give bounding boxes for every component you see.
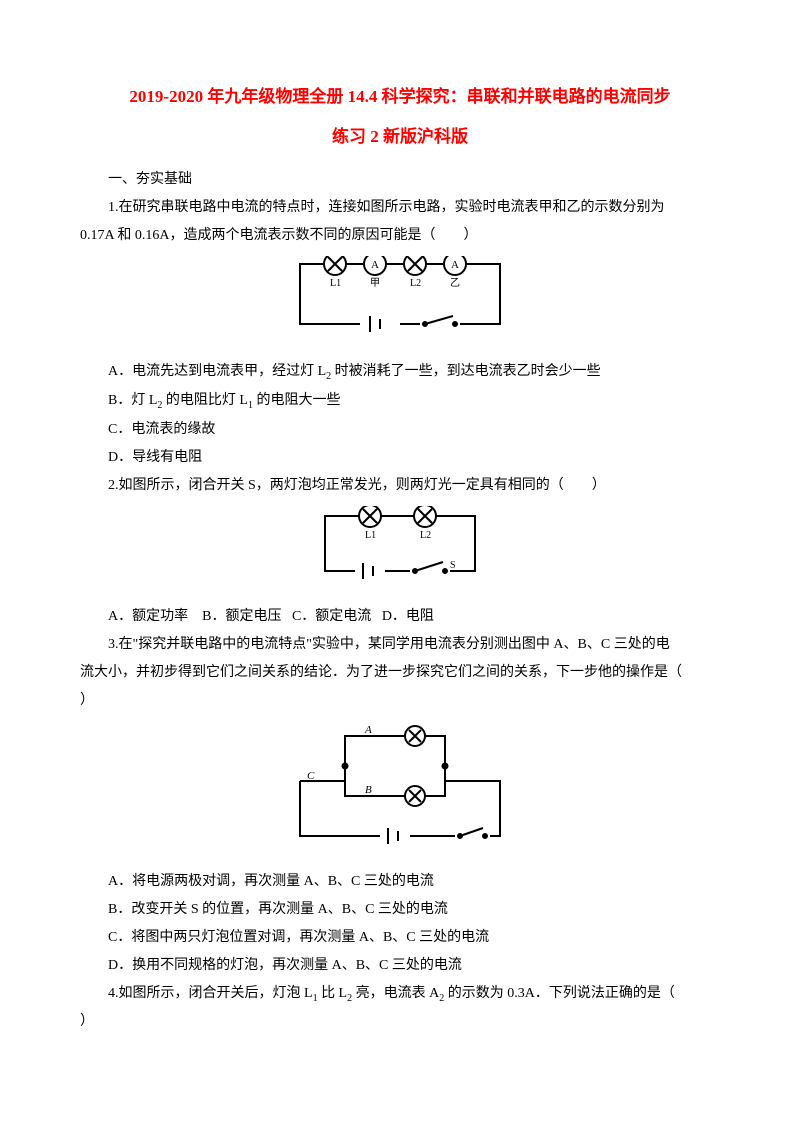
circuit-parallel-icon: A B C [285, 721, 515, 851]
q3-option-a: A．将电源两极对调，再次测量 A、B、C 三处的电流 [80, 868, 720, 896]
q2-figure: L1 L2 S [80, 506, 720, 597]
q2-option-c: C．额定电流 [292, 609, 371, 624]
q1-option-c: C．电流表的缘故 [80, 416, 720, 444]
q3-option-b: B．改变开关 S 的位置，再次测量 A、B、C 三处的电流 [80, 896, 720, 924]
section-heading: 一、夯实基础 [80, 166, 720, 194]
q1-label-l1: L1 [330, 278, 341, 289]
title-line-2: 练习 2 新版沪科版 [80, 120, 720, 154]
q2-label-l1: L1 [365, 530, 376, 541]
q1-label-a2: 乙 [450, 277, 460, 289]
q2-option-b: B．额定电压 [202, 609, 281, 624]
q3-option-c: C．将图中两只灯泡位置对调，再次测量 A、B、C 三处的电流 [80, 924, 720, 952]
circuit-series-icon: A A L1 甲 L2 乙 [290, 256, 510, 341]
q2-stem: 2.如图所示，闭合开关 S，两灯泡均正常发光，则两灯光一定具有相同的（ ） [80, 472, 720, 500]
circuit-two-lamps-icon: L1 L2 S [315, 506, 485, 586]
q3-stem-b: 流大小，并初步得到它们之间关系的结论．为了进一步探究它们之间的关系，下一步他的操… [80, 659, 720, 687]
q1-label-l2: L2 [410, 278, 421, 289]
title-line-1: 2019-2020 年九年级物理全册 14.4 科学探究：串联和并联电路的电流同… [80, 80, 720, 114]
q3-option-d: D．换用不同规格的灯泡，再次测量 A、B、C 三处的电流 [80, 952, 720, 980]
q1-figure: A A L1 甲 L2 乙 [80, 256, 720, 352]
q4-stem-a: 4.如图所示，闭合开关后，灯泡 L1 比 L2 亮，电流表 A2 的示数为 0.… [80, 980, 720, 1009]
svg-text:A: A [364, 724, 372, 736]
q1-stem-b: 0.17A 和 0.16A，造成两个电流表示数不同的原因可能是（ ） [80, 222, 720, 250]
q1-label-a1: 甲 [370, 278, 380, 289]
q2-option-a: A．额定功率 [108, 609, 188, 624]
q2-options-row: A．额定功率 B．额定电压 C．额定电流 D．电阻 [80, 603, 720, 631]
q3-stem-a: 3.在"探究并联电路中的电流特点"实验中，某同学用电流表分别测出图中 A、B、C… [80, 631, 720, 659]
q2-option-d: D．电阻 [382, 609, 434, 624]
svg-text:A: A [371, 259, 379, 271]
q1-option-a: A．电流先达到电流表甲，经过灯 L2 时被消耗了一些，到达电流表乙时会少一些 [80, 358, 720, 387]
q1-option-d: D．导线有电阻 [80, 444, 720, 472]
svg-text:C: C [307, 770, 315, 782]
q2-label-s: S [450, 560, 456, 571]
q2-label-l2: L2 [420, 530, 431, 541]
q1-stem-a: 1.在研究串联电路中电流的特点时，连接如图所示电路，实验时电流表甲和乙的示数分别… [80, 194, 720, 222]
svg-text:B: B [365, 784, 372, 796]
page: 2019-2020 年九年级物理全册 14.4 科学探究：串联和并联电路的电流同… [0, 0, 800, 1076]
svg-text:A: A [451, 259, 459, 271]
q1-option-b: B．灯 L2 的电阻比灯 L1 的电阻大一些 [80, 387, 720, 416]
q3-figure: A B C [80, 721, 720, 862]
q3-stem-c: ） [80, 687, 720, 715]
q4-stem-b: ） [80, 1008, 720, 1036]
